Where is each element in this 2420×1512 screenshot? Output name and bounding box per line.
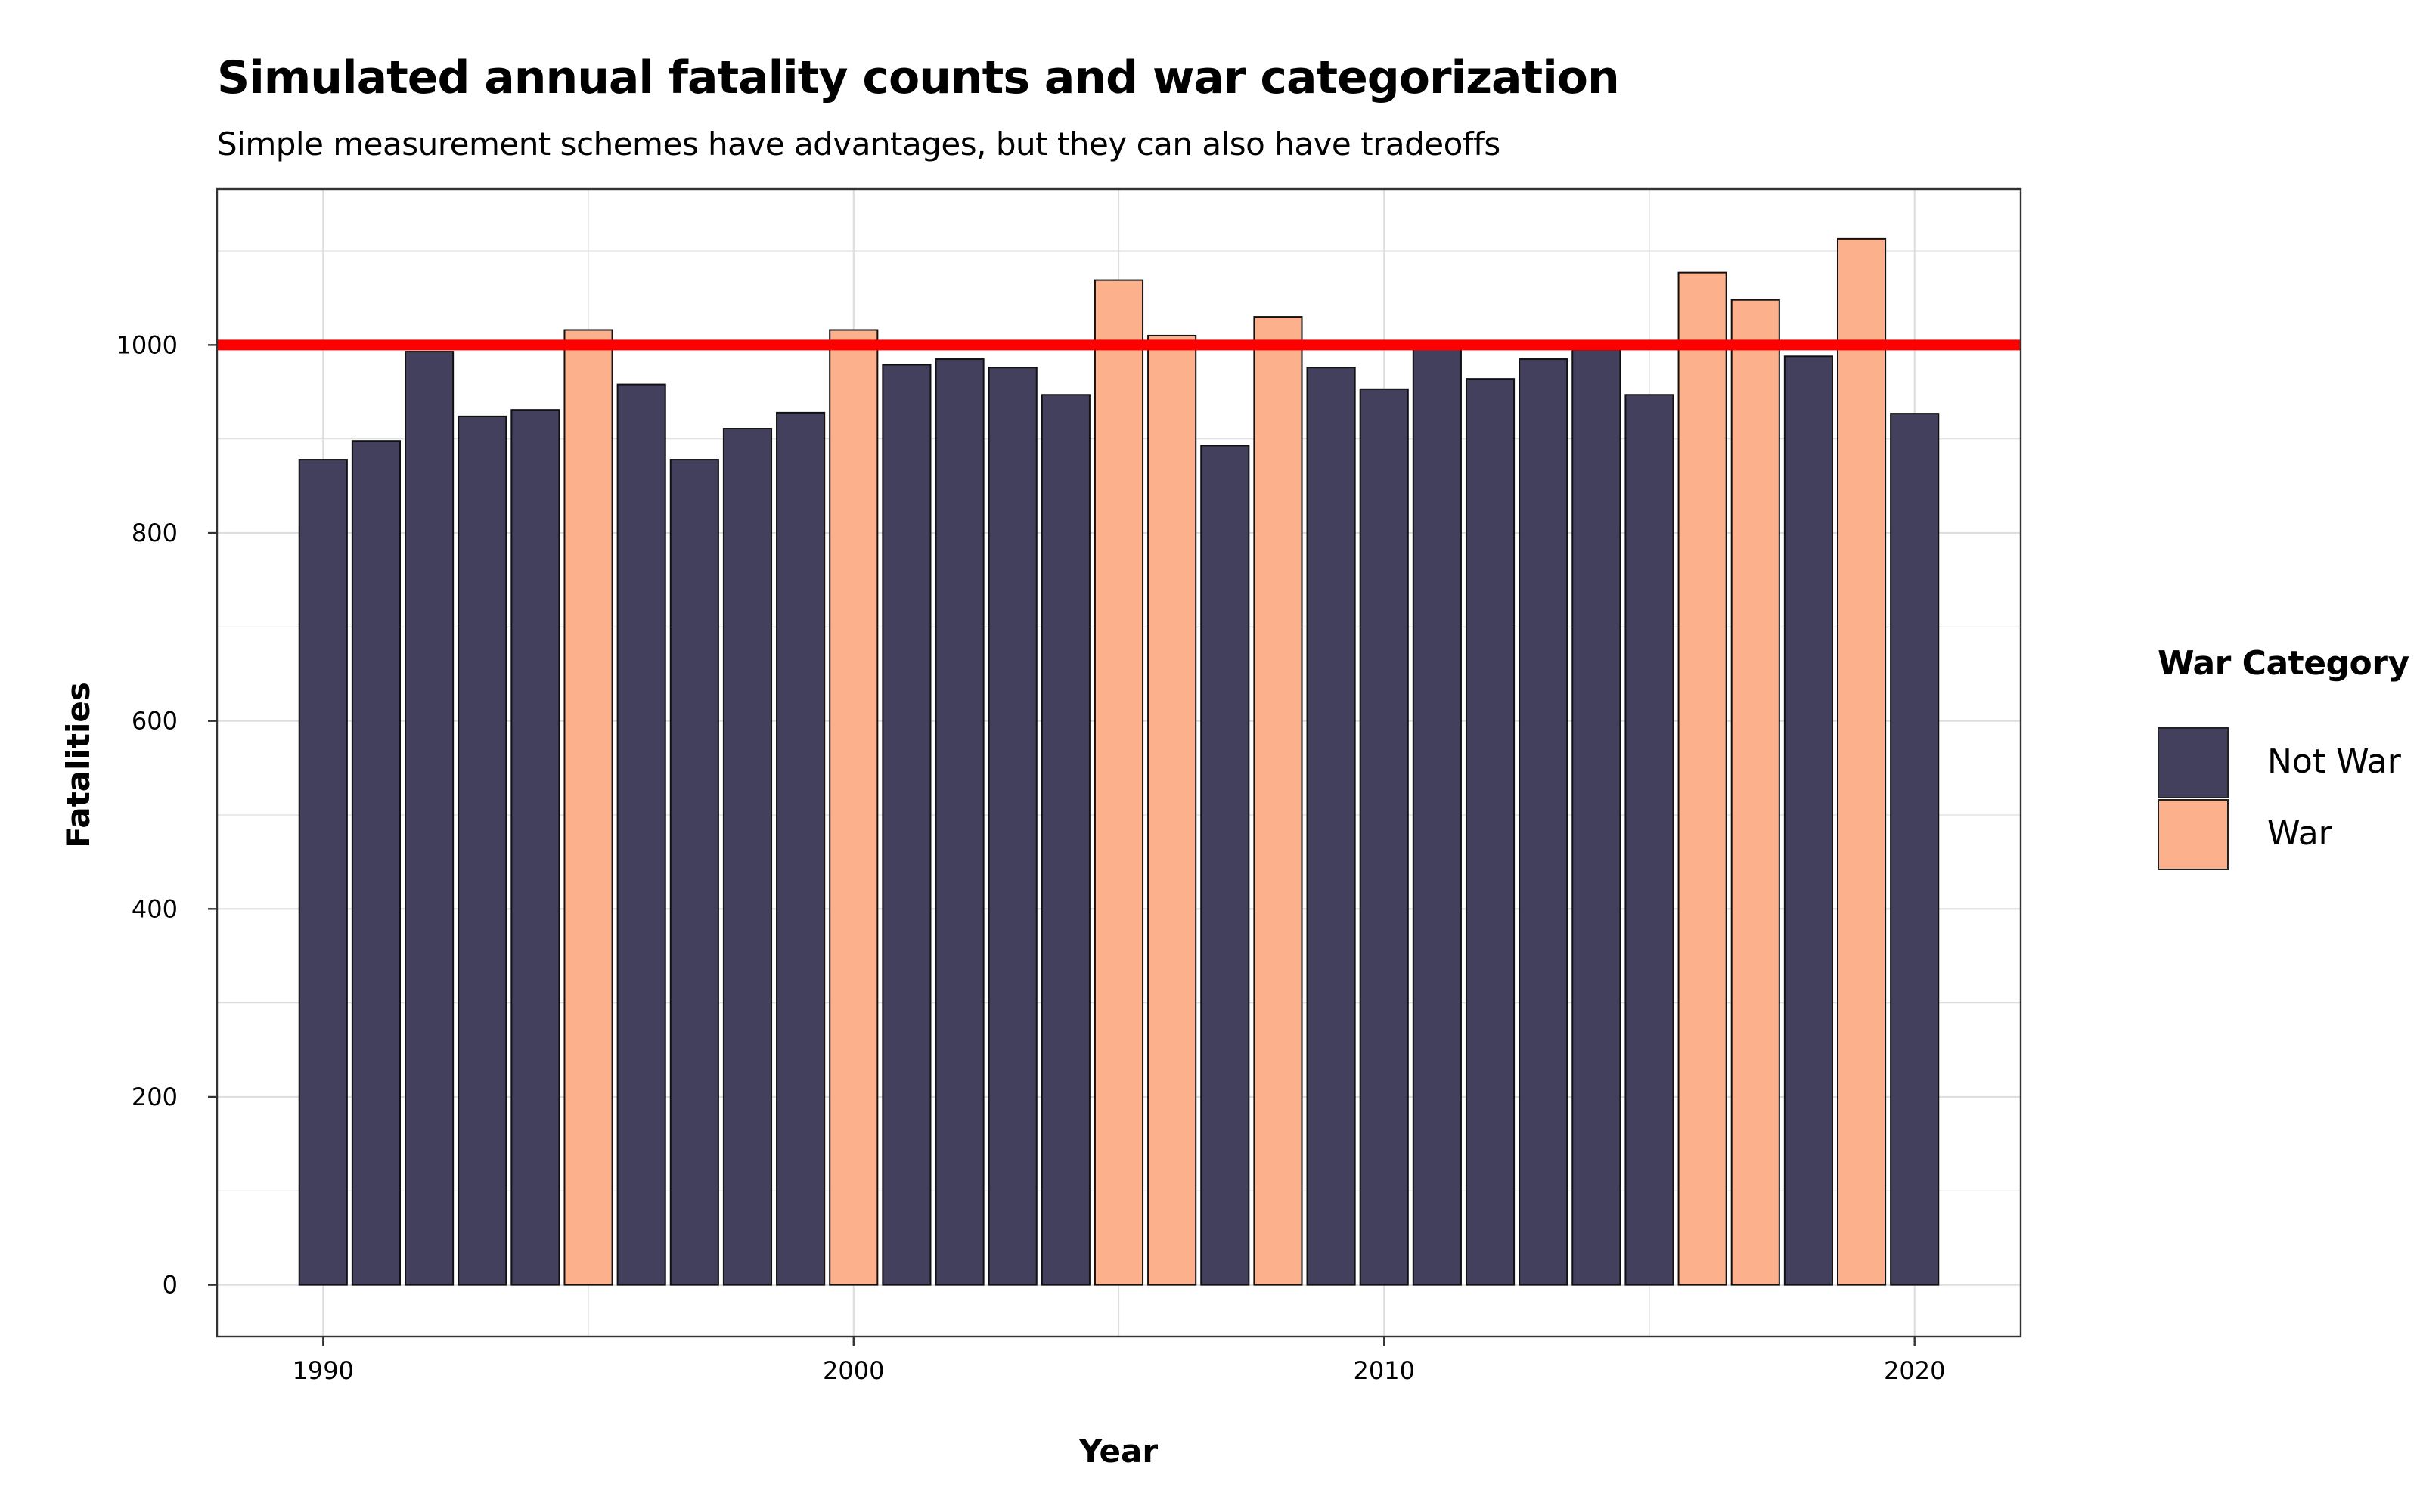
bar-1991-not-war (351, 440, 402, 1286)
bar-2000-war (829, 329, 879, 1286)
legend-item-war: War (2158, 799, 2384, 870)
bar-1992-not-war (405, 351, 455, 1286)
y-tick-label-1000: 1000 (116, 330, 178, 359)
y-axis-title: Fatalities (60, 682, 97, 848)
bar-2017-war (1730, 299, 1780, 1286)
bar-2009-not-war (1306, 367, 1356, 1286)
bar-2016-war (1677, 271, 1727, 1286)
chart-subtitle: Simple measurement schemes have advantag… (217, 125, 1500, 163)
bar-1999-not-war (776, 411, 826, 1286)
y-tick-label-400: 400 (132, 894, 178, 923)
bar-1998-not-war (722, 428, 773, 1286)
bars (298, 237, 1940, 1286)
bar-2008-war (1253, 316, 1303, 1286)
bar-2015-not-war (1624, 394, 1674, 1286)
x-tick-label-2020: 2020 (1884, 1356, 1945, 1385)
y-tick-label-800: 800 (132, 519, 178, 547)
bar-1997-not-war (669, 459, 719, 1286)
legend-swatch-war (2158, 799, 2229, 870)
bar-2006-war (1147, 334, 1197, 1286)
x-axis-title: Year (1078, 1433, 1158, 1470)
x-tick-label-2010: 2010 (1354, 1356, 1415, 1385)
bar-2004-not-war (1041, 394, 1091, 1286)
legend-label-not-war: Not War (2267, 742, 2401, 781)
bar-2007-not-war (1200, 445, 1250, 1286)
x-axis-ticks: 1990 2000 2010 2020 (293, 1337, 1945, 1385)
bar-2012-not-war (1465, 378, 1516, 1286)
x-tick-label-1990: 1990 (293, 1356, 354, 1385)
bar-2010-not-war (1359, 388, 1409, 1286)
bar-1993-not-war (458, 415, 507, 1286)
bar-1994-not-war (510, 409, 560, 1286)
y-tick-label-0: 0 (163, 1271, 178, 1300)
bar-2011-not-war (1412, 344, 1462, 1286)
bar-1996-not-war (616, 383, 666, 1286)
bar-2020-not-war (1890, 413, 1940, 1286)
bar-1995-war (563, 329, 613, 1286)
x-tick-label-2000: 2000 (823, 1356, 884, 1385)
bar-2019-war (1836, 237, 1887, 1286)
chart-title: Simulated annual fatality counts and war… (217, 51, 1620, 104)
bar-2013-not-war (1519, 358, 1568, 1286)
y-tick-label-200: 200 (132, 1083, 178, 1111)
bar-2018-not-war (1783, 355, 1833, 1286)
bar-2001-not-war (882, 364, 932, 1286)
y-axis-ticks: 0 200 400 600 800 1000 (116, 330, 217, 1300)
bar-1990-not-war (298, 459, 348, 1286)
plot-border (216, 187, 2022, 1338)
y-tick-label-600: 600 (132, 707, 178, 736)
legend-item-not-war: Not War (2158, 727, 2401, 798)
bar-2014-not-war (1571, 349, 1621, 1286)
bar-2003-not-war (988, 367, 1038, 1286)
bar-2005-war (1094, 279, 1144, 1286)
legend: War Category Not War War (2158, 644, 2409, 870)
legend-title: War Category (2158, 644, 2409, 683)
bar-2002-not-war (935, 358, 985, 1286)
legend-swatch-not-war (2158, 727, 2229, 798)
legend-label-war: War (2267, 814, 2332, 853)
